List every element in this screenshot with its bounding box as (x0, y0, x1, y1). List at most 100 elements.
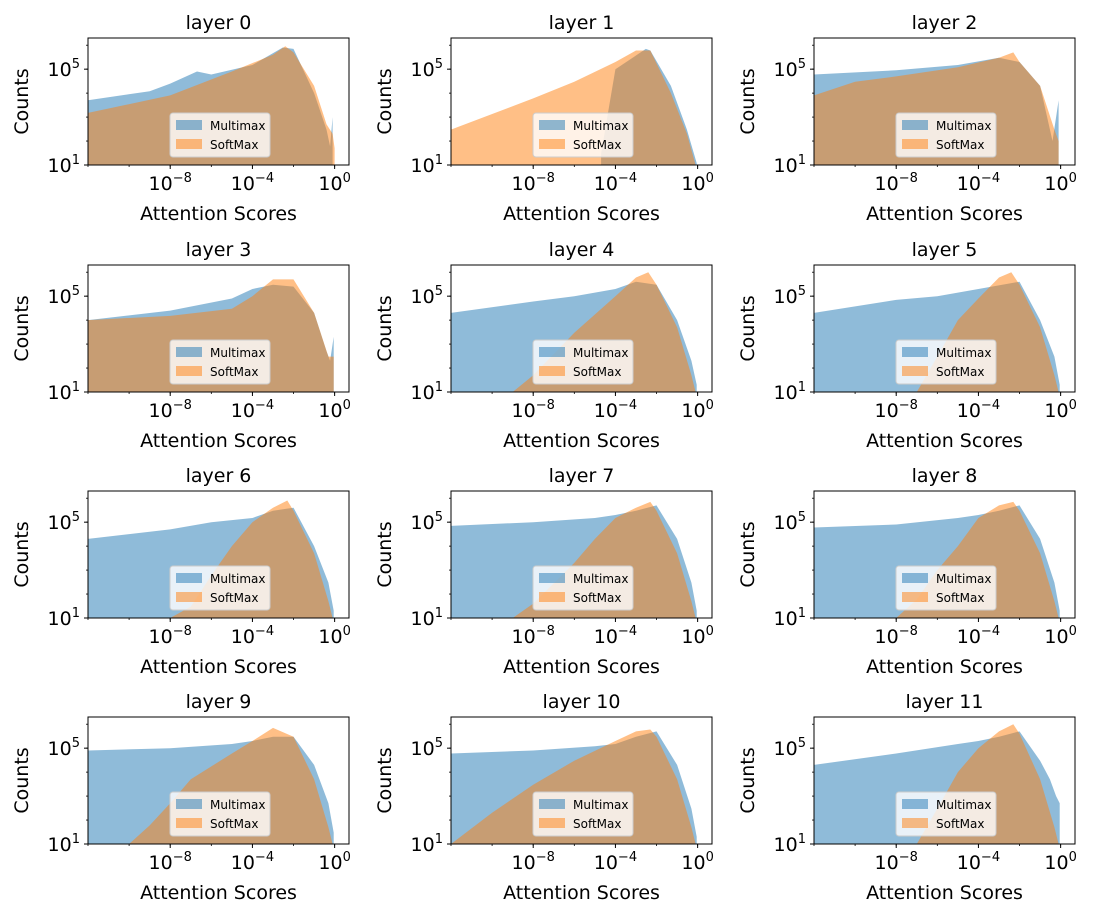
x-tick-label: 10−8 (875, 624, 918, 648)
y-axis-label: Counts (374, 68, 396, 134)
y-axis-label: Counts (11, 295, 33, 361)
legend-swatch-softmax (176, 818, 202, 828)
y-tick-label: 105 (774, 284, 806, 308)
subplot-layer-8: 101 105 10−8 10−4 100 layer 8 Attention Scores… (737, 465, 1077, 678)
legend-swatch-softmax (176, 592, 202, 602)
x-tick-label: 10−4 (231, 398, 274, 422)
legend-label: Multimax (210, 346, 265, 360)
x-tick-label: 10−8 (875, 398, 918, 422)
x-tick-label: 10−8 (149, 624, 192, 648)
x-tick-label: 10−8 (512, 850, 555, 874)
series-area-softmax (451, 729, 696, 844)
legend-swatch-softmax (902, 366, 928, 376)
x-tick-label: 10−8 (512, 624, 555, 648)
legend-label: SoftMax (573, 365, 622, 379)
y-tick-label: 105 (48, 284, 80, 308)
subplot-layer-4: 101 105 10−8 10−4 100 layer 4 Attention Scores… (374, 239, 714, 452)
y-tick-label: 101 (411, 153, 443, 177)
subplot-title: layer 10 (543, 691, 621, 713)
legend-label: Multimax (210, 572, 265, 586)
y-axis-label: Counts (737, 521, 759, 587)
y-tick-label: 105 (774, 510, 806, 534)
subplot-layer-0: 101 105 10−8 10−4 100 layer 0 Attention Scores… (11, 12, 351, 225)
subplot-title: layer 5 (912, 239, 978, 261)
x-tick-label: 10−4 (957, 398, 1000, 422)
plot-frame (450, 716, 713, 845)
y-tick-label: 101 (774, 832, 806, 856)
y-tick-label: 105 (48, 510, 80, 534)
x-axis-label: Attention Scores (503, 203, 660, 225)
x-axis-label: Attention Scores (140, 656, 297, 678)
legend-swatch-softmax (539, 366, 565, 376)
legend-swatch-multimax (539, 799, 565, 809)
y-tick-label: 105 (48, 57, 80, 81)
x-tick-label: 100 (681, 850, 713, 874)
legend-swatch-multimax (902, 347, 928, 357)
y-tick-label: 101 (774, 153, 806, 177)
x-tick-label: 10−4 (594, 171, 637, 195)
plot-frame (813, 490, 1076, 619)
plot-frame (813, 716, 1076, 845)
y-axis-label: Counts (374, 521, 396, 587)
subplot-layer-3: 101 105 10−8 10−4 100 layer 3 Attention Scores… (11, 239, 351, 452)
legend: Multimax SoftMax (895, 791, 997, 837)
plot-frame (87, 264, 350, 393)
legend-label: SoftMax (936, 817, 985, 831)
y-tick-label: 101 (411, 832, 443, 856)
x-tick-label: 100 (318, 398, 350, 422)
legend-label: SoftMax (573, 591, 622, 605)
x-tick-label: 100 (681, 171, 713, 195)
subplot-title: layer 3 (186, 239, 252, 261)
legend-swatch-softmax (902, 592, 928, 602)
x-tick-label: 10−4 (594, 398, 637, 422)
legend-label: SoftMax (210, 138, 259, 152)
legend-swatch-multimax (176, 573, 202, 583)
legend: Multimax SoftMax (532, 112, 634, 158)
y-axis-label: Counts (737, 68, 759, 134)
x-tick-label: 10−4 (231, 624, 274, 648)
legend-swatch-multimax (902, 573, 928, 583)
subplot-layer-5: 101 105 10−8 10−4 100 layer 5 Attention Scores… (737, 239, 1077, 452)
legend-label: SoftMax (210, 365, 259, 379)
legend-label: SoftMax (936, 591, 985, 605)
x-tick-label: 10−4 (957, 171, 1000, 195)
y-tick-label: 101 (411, 380, 443, 404)
x-tick-label: 100 (1044, 624, 1076, 648)
x-axis-label: Attention Scores (503, 430, 660, 452)
y-axis-label: Counts (737, 295, 759, 361)
y-tick-label: 105 (411, 57, 443, 81)
subplot-layer-7: 101 105 10−8 10−4 100 layer 7 Attention Scores… (374, 465, 714, 678)
y-tick-label: 101 (411, 606, 443, 630)
subplot-title: layer 7 (549, 465, 615, 487)
y-tick-label: 105 (774, 736, 806, 760)
y-tick-label: 101 (48, 606, 80, 630)
subplot-layer-9: 101 105 10−8 10−4 100 layer 9 Attention Scores… (11, 691, 351, 904)
x-axis-label: Attention Scores (140, 430, 297, 452)
legend-label: Multimax (573, 119, 628, 133)
legend: Multimax SoftMax (532, 791, 634, 837)
x-tick-label: 10−8 (875, 850, 918, 874)
subplot-title: layer 4 (549, 239, 615, 261)
x-tick-label: 10−8 (149, 398, 192, 422)
plot-frame (813, 37, 1076, 166)
plot-frame (87, 490, 350, 619)
x-axis-label: Attention Scores (503, 656, 660, 678)
legend-swatch-multimax (902, 799, 928, 809)
legend-swatch-multimax (539, 120, 565, 130)
legend-label: SoftMax (573, 138, 622, 152)
subplot-title: layer 0 (186, 12, 252, 34)
legend-label: Multimax (210, 119, 265, 133)
y-tick-label: 105 (411, 284, 443, 308)
legend-swatch-softmax (176, 366, 202, 376)
y-axis-label: Counts (374, 295, 396, 361)
subplot-layer-6: 101 105 10−8 10−4 100 layer 6 Attention Scores… (11, 465, 351, 678)
legend-swatch-multimax (539, 347, 565, 357)
subplot-title: layer 6 (186, 465, 252, 487)
y-axis-label: Counts (11, 747, 33, 813)
x-tick-label: 10−8 (875, 171, 918, 195)
legend-swatch-multimax (902, 120, 928, 130)
y-tick-label: 101 (48, 153, 80, 177)
x-tick-label: 10−8 (149, 171, 192, 195)
legend-swatch-multimax (176, 347, 202, 357)
